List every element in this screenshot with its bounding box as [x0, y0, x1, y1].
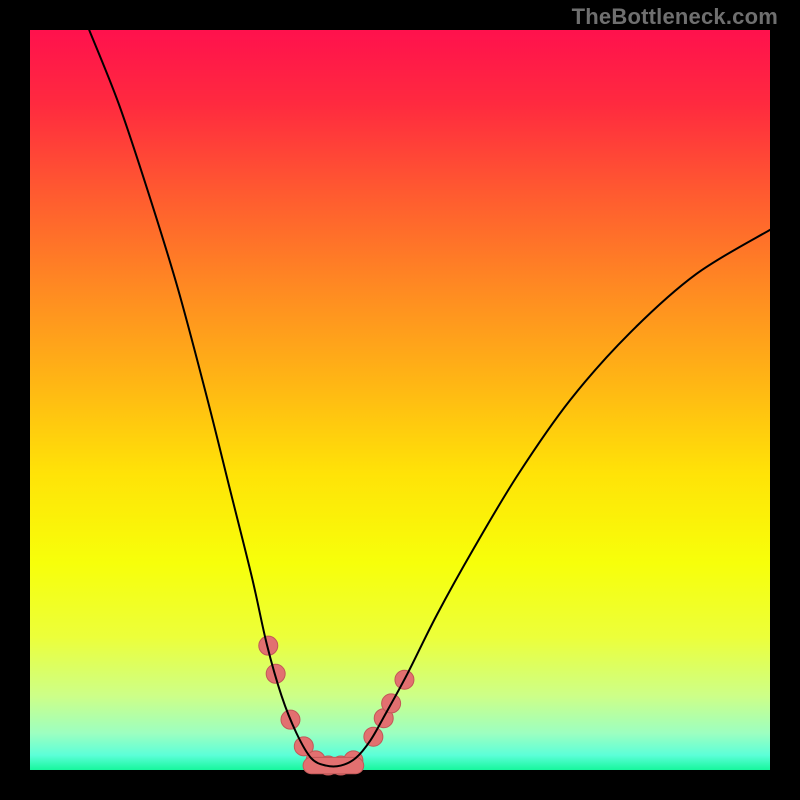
watermark-text: TheBottleneck.com: [572, 4, 778, 30]
chart-container: TheBottleneck.com: [0, 0, 800, 800]
chart-svg: [0, 0, 800, 800]
plot-background: [30, 30, 770, 770]
